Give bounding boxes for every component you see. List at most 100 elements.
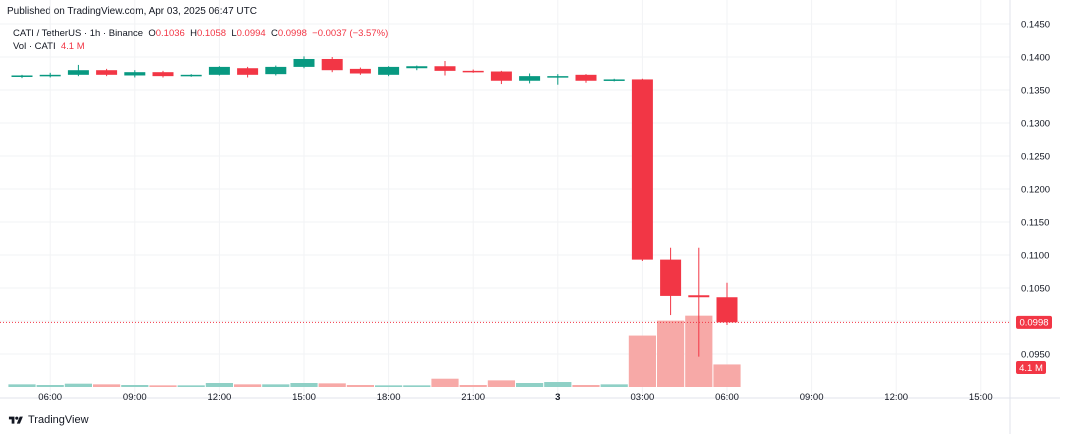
volume-bar (149, 385, 177, 387)
time-tick-label: 03:00 (631, 392, 655, 403)
candle (434, 60, 456, 76)
open-value: 0.1036 (155, 28, 185, 39)
volume-bar (713, 364, 741, 387)
time-tick-label: 09:00 (123, 392, 147, 403)
candle (349, 67, 371, 75)
candle-body (11, 75, 33, 77)
candle (716, 282, 738, 325)
candle-body (124, 72, 146, 76)
volume-bar (375, 385, 403, 387)
candle-body (208, 66, 230, 75)
brand-name: TradingView (28, 414, 89, 426)
high-label: H (190, 28, 197, 39)
volume-bar (234, 384, 262, 387)
price-tick-label: 0.1200 (1021, 185, 1050, 196)
volume-bar (93, 384, 121, 387)
tradingview-brand[interactable]: TradingView (8, 414, 89, 426)
last-volume-label: 4.1 M (1016, 361, 1046, 374)
price-tick-label: 0.1400 (1021, 53, 1050, 64)
candle (208, 66, 230, 76)
volume-label: Vol · CATI (13, 41, 56, 52)
candle-body (293, 58, 315, 67)
volume-bar (290, 383, 318, 387)
open-label: O (148, 28, 156, 39)
grid-layer (0, 0, 1010, 398)
volume-bar (346, 385, 374, 387)
tradingview-logo-icon (8, 416, 23, 424)
candle-body (547, 76, 569, 78)
legend-volume-row: Vol · CATI 4.1 M (13, 40, 388, 53)
candle-body (519, 76, 541, 81)
price-tick-label: 0.0950 (1021, 350, 1050, 361)
volume-bar (403, 385, 431, 387)
candle-body (688, 295, 710, 298)
candle (603, 78, 625, 82)
volume-bar (459, 385, 487, 387)
candle (265, 65, 287, 76)
candle-body (39, 74, 61, 77)
price-tick-label: 0.1250 (1021, 152, 1050, 163)
volume-value: 4.1 M (60, 41, 85, 52)
candle-body (67, 70, 89, 75)
last-price-value: 0.0998 (1019, 318, 1048, 329)
price-axis: 0.1450 0.1400 0.1350 0.1300 0.1250 0.1200 0.11… (1021, 20, 1050, 361)
candle-body (406, 66, 428, 69)
candle (96, 68, 118, 77)
candle (67, 64, 89, 77)
candle (575, 74, 597, 83)
price-tick-label: 0.1300 (1021, 119, 1050, 130)
candle-body (434, 66, 456, 71)
candle-body (603, 79, 625, 81)
candle-body (575, 74, 597, 81)
candle (237, 66, 259, 78)
volume-bar (177, 385, 205, 387)
time-tick-label: 12:00 (208, 392, 232, 403)
last-price-label: 0.0998 (1016, 315, 1052, 329)
candle-body (378, 66, 400, 75)
time-tick-label: 15:00 (969, 392, 993, 403)
volume-bar (36, 385, 64, 387)
time-tick-label: 21:00 (461, 392, 485, 403)
candle (321, 57, 343, 73)
volume-layer (8, 315, 741, 387)
candle-body (180, 74, 202, 77)
change-value: −0.0037 (−3.57%) (312, 28, 389, 39)
close-label: C (270, 28, 278, 39)
time-tick-label: 18:00 (377, 392, 401, 403)
published-banner: Published on TradingView.com, Apr 03, 20… (7, 6, 257, 17)
candle (688, 247, 710, 357)
time-tick-label: 06:00 (38, 392, 62, 403)
candle-body (462, 70, 484, 73)
time-tick-label: 09:00 (800, 392, 824, 403)
volume-bar (262, 384, 290, 387)
candle (490, 70, 512, 85)
volume-bar (8, 384, 36, 387)
low-value: 0.0994 (236, 28, 266, 39)
time-tick-label: 15:00 (292, 392, 316, 403)
volume-bar (121, 385, 149, 387)
last-volume-value: 4.1 M (1019, 363, 1043, 374)
candle-body (321, 58, 343, 71)
candle-body (265, 66, 287, 75)
volume-bar (544, 382, 572, 387)
price-tick-label: 0.1450 (1021, 20, 1050, 31)
legend: CATI / TetherUS · 1h · Binance O0.1036 H… (13, 27, 388, 53)
candle-body (349, 68, 371, 74)
volume-bar (431, 378, 459, 387)
candle-body (631, 79, 653, 260)
candle (124, 70, 146, 78)
volume-bar (64, 383, 92, 387)
candle (547, 74, 569, 85)
candle (11, 74, 33, 79)
candle (293, 56, 315, 69)
symbol-label: CATI / TetherUS · 1h · Binance (13, 28, 144, 39)
high-value: 0.1058 (196, 28, 227, 39)
candle-body (152, 72, 174, 77)
volume-bar (657, 320, 685, 387)
candle (180, 74, 202, 77)
legend-ohlc-row: CATI / TetherUS · 1h · Binance O0.1036 H… (13, 27, 388, 40)
time-tick-label: 3 (555, 392, 560, 403)
candle (378, 66, 400, 77)
volume-bar (600, 384, 628, 387)
